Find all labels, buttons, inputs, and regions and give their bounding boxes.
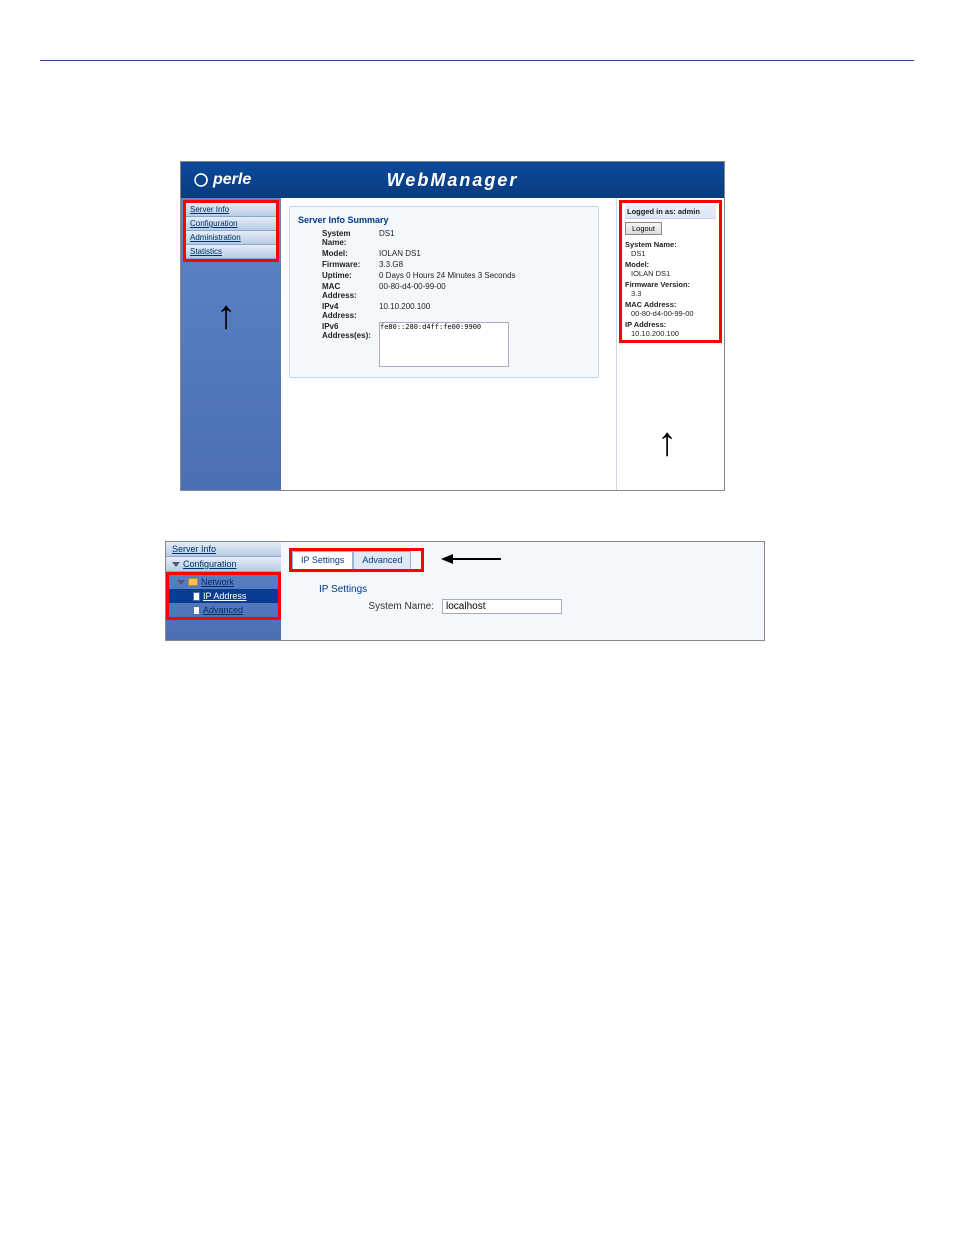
webmanager-window: perle WebManager Server Info Configurati… xyxy=(180,161,725,491)
tree-network-label: Network xyxy=(201,577,234,587)
fieldset-legend: IP Settings xyxy=(319,584,739,595)
label-mac: MAC Address: xyxy=(298,282,373,300)
right-kv-fw: Firmware Version: 3.3 xyxy=(625,280,716,298)
annotation-arrow-tabs xyxy=(441,552,501,571)
file-icon xyxy=(193,592,200,601)
right-k-mac: MAC Address: xyxy=(625,300,716,309)
tab-advanced[interactable]: Advanced xyxy=(353,551,411,569)
server-info-panel: Server Info Summary System Name: DS1 Mod… xyxy=(289,206,599,378)
page-divider xyxy=(40,60,914,61)
right-k-ip: IP Address: xyxy=(625,320,716,329)
tree-advanced-label: Advanced xyxy=(203,605,243,615)
left-sidebar: Server Info Configuration Administration… xyxy=(181,198,281,490)
value-mac: 00-80-d4-00-99-00 xyxy=(379,282,590,291)
tree-highlight-box: Network IP Address Advanced xyxy=(166,572,281,620)
ip-settings-fieldset: IP Settings System Name: xyxy=(319,584,739,614)
value-ipv6-wrap xyxy=(379,322,590,369)
sc2-sidebar: Server Info Configuration Network IP Add… xyxy=(166,542,281,640)
value-ipv4: 10.10.200.100 xyxy=(379,302,590,311)
app-title: WebManager xyxy=(387,170,519,191)
main-panel-area: Server Info Summary System Name: DS1 Mod… xyxy=(281,198,616,490)
label-ipv4: IPv4 Address: xyxy=(298,302,373,320)
nav-statistics[interactable]: Statistics xyxy=(186,245,276,259)
label-uptime: Uptime: xyxy=(298,271,373,280)
nav-highlight-box: Server Info Configuration Administration… xyxy=(183,200,279,262)
config-window: Server Info Configuration Network IP Add… xyxy=(165,541,765,641)
nav-configuration2[interactable]: Configuration xyxy=(166,557,281,572)
right-k-model: Model: xyxy=(625,260,716,269)
expand-icon xyxy=(177,580,185,585)
nav-server-info[interactable]: Server Info xyxy=(186,203,276,217)
tab-ip-settings[interactable]: IP Settings xyxy=(292,551,353,569)
perle-logo: perle xyxy=(193,171,251,189)
file-icon xyxy=(193,606,200,615)
tree-ip-address-label: IP Address xyxy=(203,591,246,601)
tabs-highlight-box: IP Settings Advanced xyxy=(289,548,424,572)
value-firmware: 3.3.G8 xyxy=(379,260,590,269)
right-highlight-box: Logged in as: admin Logout System Name: … xyxy=(619,200,722,343)
right-kv-mac: MAC Address: 00-80-d4-00-99-00 xyxy=(625,300,716,318)
ipv6-textarea[interactable] xyxy=(379,322,509,367)
perle-logo-icon xyxy=(193,172,209,188)
app-body: Server Info Configuration Administration… xyxy=(181,198,724,490)
right-k-system-name: System Name: xyxy=(625,240,716,249)
right-kv-model: Model: IOLAN DS1 xyxy=(625,260,716,278)
system-name-label: System Name: xyxy=(349,601,434,612)
nav-administration[interactable]: Administration xyxy=(186,231,276,245)
right-kv-system-name: System Name: DS1 xyxy=(625,240,716,258)
sc2-main: IP Settings Advanced IP Settings System … xyxy=(281,542,764,640)
app-banner: perle WebManager xyxy=(181,162,724,198)
annotation-arrow-left: ↑ xyxy=(216,293,236,338)
label-firmware: Firmware: xyxy=(298,260,373,269)
system-name-input[interactable] xyxy=(442,599,562,614)
right-v-model: IOLAN DS1 xyxy=(625,269,716,278)
nav-server-info2[interactable]: Server Info xyxy=(166,542,281,557)
label-ipv6: IPv6 Address(es): xyxy=(298,322,373,340)
expand-icon xyxy=(172,562,180,567)
tree-ip-address[interactable]: IP Address xyxy=(169,589,278,603)
sc2-layout: Server Info Configuration Network IP Add… xyxy=(166,542,764,640)
perle-logo-text: perle xyxy=(213,171,251,189)
right-v-system-name: DS1 xyxy=(625,249,716,258)
label-system-name: System Name: xyxy=(298,229,373,247)
logout-button[interactable]: Logout xyxy=(625,222,662,235)
tree-advanced[interactable]: Advanced xyxy=(169,603,278,617)
nav-configuration[interactable]: Configuration xyxy=(186,217,276,231)
right-v-fw: 3.3 xyxy=(625,289,716,298)
value-uptime: 0 Days 0 Hours 24 Minutes 3 Seconds xyxy=(379,271,590,280)
screenshot1-wrapper: perle WebManager Server Info Configurati… xyxy=(180,161,774,491)
logged-in-text: Logged in as: admin xyxy=(625,205,716,219)
right-kv-ip: IP Address: 10.10.200.100 xyxy=(625,320,716,338)
value-model: IOLAN DS1 xyxy=(379,249,590,258)
value-system-name: DS1 xyxy=(379,229,590,238)
page-header-space xyxy=(0,71,954,161)
nav-configuration2-label: Configuration xyxy=(183,559,237,569)
panel-legend: Server Info Summary xyxy=(298,215,590,225)
right-v-mac: 00-80-d4-00-99-00 xyxy=(625,309,716,318)
right-k-fw: Firmware Version: xyxy=(625,280,716,289)
folder-icon xyxy=(188,578,198,586)
right-sidebar: Logged in as: admin Logout System Name: … xyxy=(616,198,724,490)
system-name-row: System Name: xyxy=(349,599,739,614)
screenshot2-wrapper: Server Info Configuration Network IP Add… xyxy=(165,541,789,641)
right-v-ip: 10.10.200.100 xyxy=(625,329,716,338)
label-model: Model: xyxy=(298,249,373,258)
annotation-arrow-right: ↑ xyxy=(657,420,677,465)
info-grid: System Name: DS1 Model: IOLAN DS1 Firmwa… xyxy=(298,229,590,369)
tree-network[interactable]: Network xyxy=(169,575,278,589)
